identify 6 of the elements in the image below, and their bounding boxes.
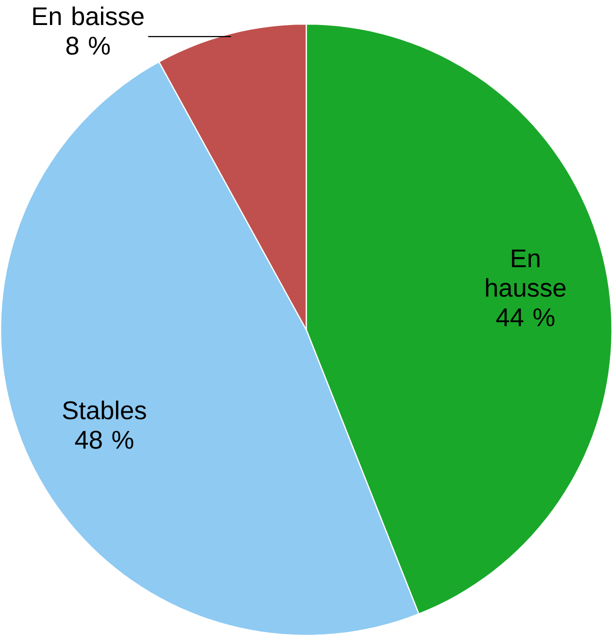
- slice-label: En hausse: [486, 250, 566, 297]
- data-label: 8 %: [66, 36, 110, 55]
- data-label: 44 %: [496, 308, 555, 326]
- data-label: 48 %: [75, 430, 134, 449]
- slice-label: En baisse: [33, 6, 144, 26]
- slice-label: Stables: [63, 400, 146, 420]
